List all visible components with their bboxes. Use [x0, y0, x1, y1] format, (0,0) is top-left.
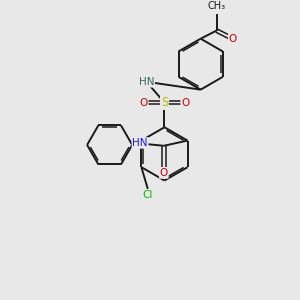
Text: O: O — [140, 98, 148, 108]
Text: S: S — [161, 96, 168, 109]
Text: O: O — [160, 168, 168, 178]
Text: CH₃: CH₃ — [208, 1, 226, 11]
Text: Cl: Cl — [142, 190, 153, 200]
Text: O: O — [229, 34, 237, 44]
Text: HN: HN — [139, 77, 154, 87]
Text: O: O — [216, 7, 217, 8]
Text: HN: HN — [132, 138, 148, 148]
Text: O: O — [181, 98, 189, 108]
